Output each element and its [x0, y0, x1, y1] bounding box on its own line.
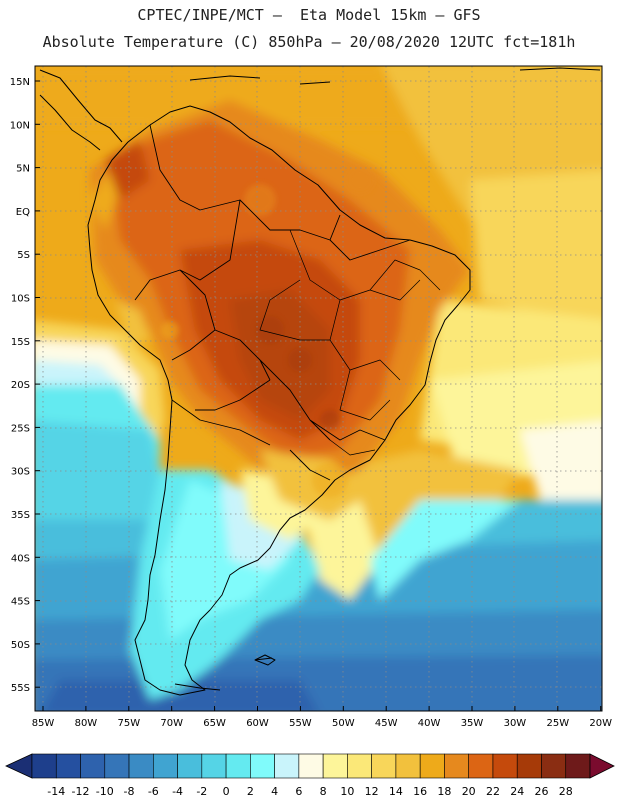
lat-tick-label: 5S [17, 250, 30, 261]
lon-tick-label: 40W [418, 718, 441, 729]
colorbar-arrow-low [5, 753, 33, 779]
map-frame [34, 65, 603, 712]
colorbar-swatch [250, 753, 275, 779]
country-borders [134, 124, 411, 481]
lon-tick-label: 75W [117, 718, 140, 729]
colorbar-swatch [31, 753, 57, 779]
colorbar-swatch [274, 753, 300, 779]
colorbar-swatch [128, 753, 154, 779]
lon-tick-label: 80W [75, 718, 98, 729]
lat-tick-label: 25S [11, 423, 30, 434]
lon-tick-label: 65W [203, 718, 226, 729]
colorbar-swatch [104, 753, 130, 779]
lon-tick-label: 55W [289, 718, 312, 729]
temperature-field [35, 66, 602, 711]
colorbar: -14 -12 -10 -8 -6 -4 -2 0 2 4 6 8 10 12 14 16 18 20 22 24 26… [5, 753, 615, 798]
colorbar-label: 8 [320, 785, 327, 798]
colorbar-swatch [153, 753, 178, 779]
lon-tick-label: 35W [461, 718, 484, 729]
colorbar-label: 2 [247, 785, 254, 798]
title-line-2: Absolute Temperature (C) 850hPa — 20/08/… [42, 33, 576, 51]
lat-tick-label: 50S [11, 640, 30, 651]
colorbar-swatch [347, 753, 372, 779]
colorbar-swatch [298, 753, 324, 779]
colorbar-label: -2 [196, 785, 207, 798]
lat-tick-label: 5N [16, 164, 30, 175]
colorbar-label: 20 [462, 785, 476, 798]
lat-tick-label: 20S [11, 380, 30, 391]
caribbean-islands [189, 67, 601, 85]
lon-tick-label: 45W [375, 718, 398, 729]
colorbar-swatch [395, 753, 421, 779]
lon-tick-label: 20W [589, 718, 612, 729]
colorbar-swatch [225, 753, 251, 779]
lon-tick-label: 50W [332, 718, 355, 729]
south-america-coastline [87, 105, 471, 696]
colorbar-swatch [177, 753, 203, 779]
coastlines [39, 67, 601, 696]
colorbar-swatch [565, 753, 591, 779]
colorbar-label: 26 [534, 785, 548, 798]
lat-tick-label: 45S [11, 597, 30, 608]
colorbar-swatch [371, 753, 397, 779]
central-america-coastline [39, 69, 123, 151]
colorbar-swatch [322, 753, 348, 779]
colorbar-swatch [492, 753, 518, 779]
colorbar-label: -4 [172, 785, 183, 798]
colorbar-arrow-high [589, 753, 615, 779]
colorbar-label: 14 [389, 785, 403, 798]
lat-tick-label: EQ [16, 207, 30, 218]
colorbar-swatch [419, 753, 445, 779]
colorbar-swatch [516, 753, 542, 779]
colorbar-label: 16 [413, 785, 427, 798]
colorbar-label: -6 [148, 785, 159, 798]
colorbar-label: -12 [72, 785, 90, 798]
lat-tick-label: 30S [11, 467, 30, 478]
brazil-states [259, 229, 441, 456]
colorbar-swatch [444, 753, 469, 779]
colorbar-label: 28 [559, 785, 573, 798]
colorbar-swatch [541, 753, 567, 779]
lat-tick-label: 10N [10, 120, 30, 131]
colorbar-swatch [55, 753, 81, 779]
lat-tick-label: 35S [11, 510, 30, 521]
colorbar-label: 12 [365, 785, 379, 798]
colorbar-swatch [201, 753, 227, 779]
colorbar-label: -10 [96, 785, 114, 798]
longitude-ticks: 85W 80W 75W 70W 65W 60W 55W 50W 45W 40W 35W 30W 25W 2… [32, 706, 612, 729]
colorbar-label: 22 [486, 785, 500, 798]
colorbar-label: 10 [340, 785, 354, 798]
colorbar-label: -8 [124, 785, 135, 798]
colorbar-swatch [80, 753, 106, 779]
lon-tick-label: 85W [32, 718, 55, 729]
colorbar-label: 24 [510, 785, 524, 798]
title-line-1: CPTEC/INPE/MCT — Eta Model 15km — GFS [137, 6, 481, 24]
lon-tick-label: 70W [160, 718, 183, 729]
colorbar-label: 0 [223, 785, 230, 798]
lat-tick-label: 40S [11, 553, 30, 564]
colorbar-label: 4 [271, 785, 278, 798]
lat-tick-label: 15S [11, 337, 30, 348]
colorbar-label: -14 [47, 785, 65, 798]
lat-tick-label: 55S [11, 683, 30, 694]
colorbar-swatch [468, 753, 494, 779]
lat-tick-label: 10S [11, 294, 30, 305]
colorbar-label: 18 [437, 785, 451, 798]
lon-tick-label: 25W [546, 718, 569, 729]
lat-tick-label: 15N [10, 77, 30, 88]
lon-tick-label: 60W [246, 718, 269, 729]
colorbar-label: 6 [295, 785, 302, 798]
tierra-del-fuego [174, 657, 273, 691]
falklands [254, 654, 276, 666]
lon-tick-label: 30W [504, 718, 527, 729]
latitude-ticks: 15N 10N 5N EQ 5S 10S 15S 20S 25S 30S 35S 40S 45S 50S 5… [10, 77, 40, 694]
